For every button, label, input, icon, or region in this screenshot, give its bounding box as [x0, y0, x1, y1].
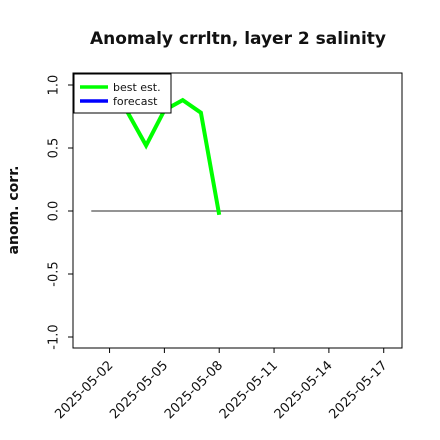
- legend-box: [73, 73, 172, 114]
- legend: best est.forecast: [73, 73, 172, 114]
- x-tick-label: 2025-05-08: [162, 358, 226, 422]
- legend-label: best est.: [113, 81, 161, 94]
- x-tick-label: 2025-05-05: [107, 358, 171, 422]
- x-tick-label: 2025-05-14: [272, 358, 336, 422]
- y-tick-label: -0.5: [47, 261, 62, 286]
- y-tick-label: 0.0: [47, 201, 62, 222]
- y-tick-label: 1.0: [47, 75, 62, 96]
- x-tick-label: 2025-05-11: [217, 358, 281, 422]
- plot-area: [72, 72, 403, 349]
- legend-label: forecast: [113, 95, 158, 108]
- x-tick-label: 2025-05-02: [52, 358, 116, 422]
- y-axis: -1.0 -0.5 0.0 0.5 1.0: [47, 75, 73, 350]
- x-tick-label: 2025-05-17: [327, 358, 391, 422]
- y-tick-label: -1.0: [47, 324, 62, 349]
- y-tick-label: 0.5: [47, 138, 62, 159]
- y-axis-label: anom. corr.: [6, 166, 22, 255]
- x-axis: 2025-05-022025-05-052025-05-082025-05-11…: [52, 348, 391, 422]
- chart-title: Anomaly crrltn, layer 2 salinity: [90, 29, 386, 49]
